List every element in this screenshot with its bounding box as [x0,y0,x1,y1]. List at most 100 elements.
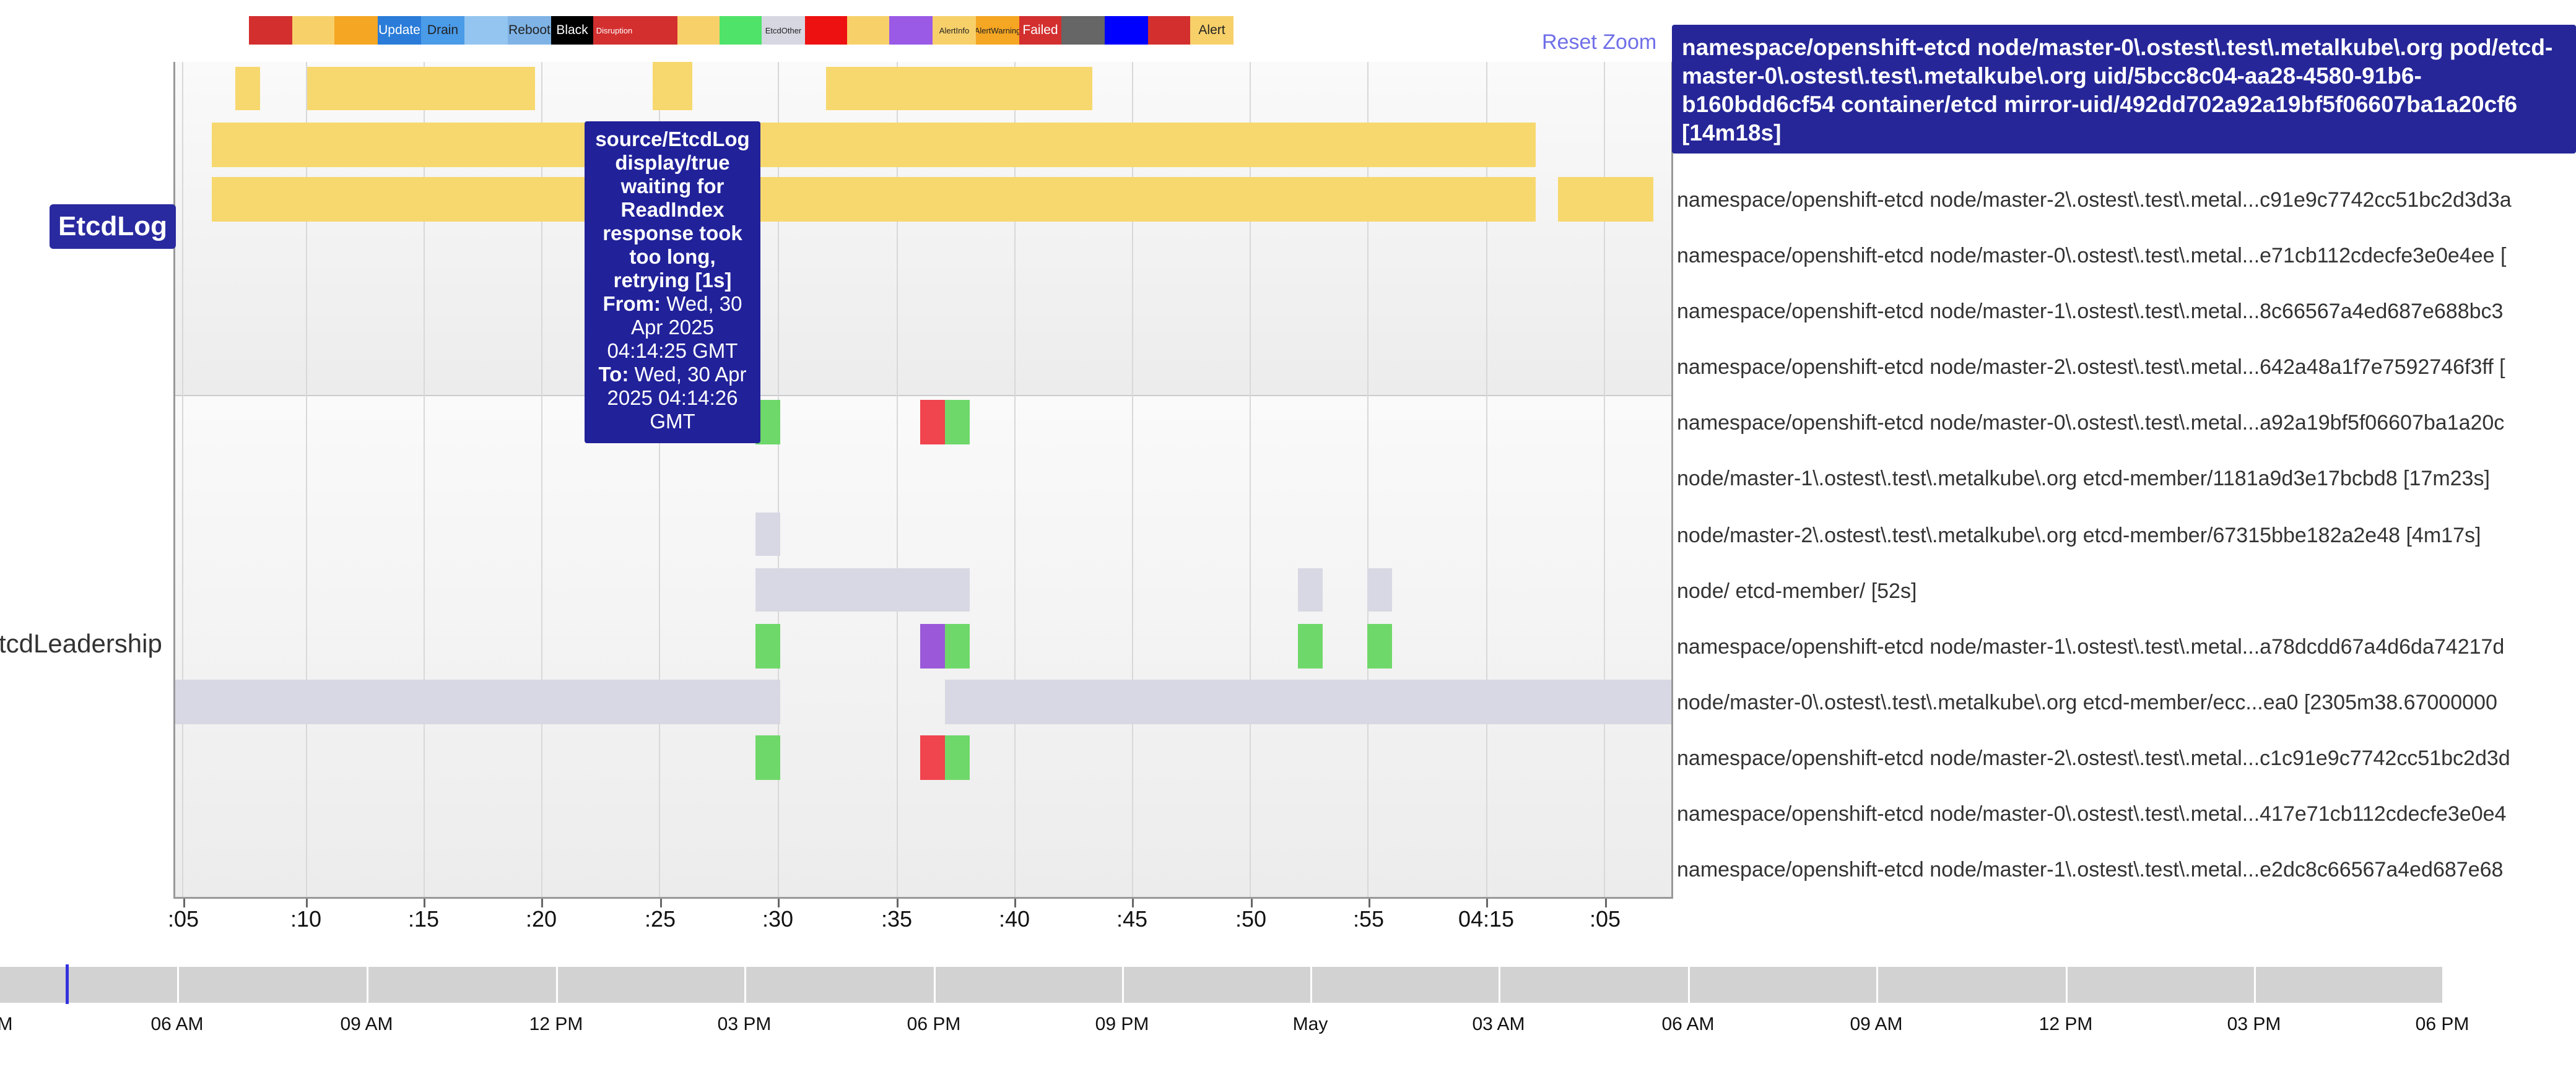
x-tick [778,899,780,907]
legend-item-3[interactable]: Update [378,16,421,45]
event-bar[interactable] [307,67,535,110]
event-bar[interactable] [212,177,1536,222]
legend-item-8[interactable]: Disruption [593,16,635,45]
event-bar[interactable] [1558,177,1653,222]
plot-border-right [1671,62,1673,899]
gridline [1014,62,1016,898]
x-tick-label: :10 [290,906,322,932]
gridline [1250,62,1251,898]
navigator-label: 03 AM [1472,1014,1525,1034]
legend-item-14[interactable] [847,16,889,45]
row-label[interactable]: namespace/openshift-etcd node/master-1\.… [1677,858,2504,881]
tooltip-from-label: From: [603,292,661,315]
event-bar[interactable] [653,62,692,110]
legend-item-2[interactable] [334,16,378,45]
legend-item-17[interactable]: AlertWarning [976,16,1019,45]
navigator-label: 12 PM [529,1014,583,1034]
event-bar[interactable] [755,735,780,780]
event-bar[interactable] [920,624,945,669]
event-bar[interactable] [755,568,970,612]
legend-item-0[interactable] [249,16,292,45]
row-label[interactable]: namespace/openshift-etcd node/master-1\.… [1677,635,2505,659]
x-tick [1251,899,1253,907]
navigator-label: M [0,1014,13,1034]
navigator-label: 06 AM [150,1014,204,1034]
event-bar[interactable] [826,67,1092,110]
x-tick [660,899,662,907]
event-bar[interactable] [945,624,970,669]
navigator-tick [1688,967,1690,1004]
legend-item-6[interactable]: Reboot [508,16,551,45]
navigator-tick [1499,967,1500,1004]
row-label[interactable]: namespace/openshift-etcd node/master-2\.… [1677,355,2505,379]
navigator-handle[interactable] [66,964,69,1004]
row-label[interactable]: namespace/openshift-etcd node/master-2\.… [1677,188,2512,212]
legend-item-5[interactable] [464,16,508,45]
row-label[interactable]: node/master-1\.ostest\.test\.metalkube\.… [1677,467,2490,490]
x-axis [173,897,1673,899]
x-tick-label: :55 [1352,906,1385,932]
gridline [1604,62,1605,898]
row-label[interactable]: namespace/openshift-etcd node/master-1\.… [1677,300,2504,323]
lane-label-leadership: tcdLeadership [0,629,162,658]
event-bar[interactable] [755,624,780,669]
row-label[interactable]: namespace/openshift-etcd node/master-0\.… [1677,411,2505,435]
legend-item-16[interactable]: AlertInfo [933,16,976,45]
x-tick-label: :30 [762,906,794,932]
event-bar[interactable] [1367,568,1392,612]
tooltip-title: source/EtcdLog display/true waiting for … [595,128,750,292]
event-bar[interactable] [920,735,945,780]
row-label[interactable]: namespace/openshift-etcd node/master-0\.… [1677,244,2507,267]
event-bar[interactable] [1298,568,1323,612]
event-bar[interactable] [945,735,970,780]
time-navigator[interactable] [0,967,2442,1003]
legend-item-13[interactable] [805,16,847,45]
event-bar[interactable] [1367,624,1392,669]
legend-item-20[interactable] [1105,16,1148,45]
timeline-plot[interactable] [175,62,1672,898]
x-tick-label: :15 [407,906,440,932]
legend-item-11[interactable] [720,16,762,45]
row-label[interactable]: node/master-2\.ostest\.test\.metalkube\.… [1677,524,2481,547]
navigator-tick [934,967,936,1004]
event-bar[interactable] [235,67,260,110]
row-label[interactable]: namespace/openshift-etcd node/master-2\.… [1677,747,2510,770]
legend-item-15[interactable] [889,16,933,45]
legend-item-9[interactable] [635,16,677,45]
x-tick-label: :20 [525,906,557,932]
legend-item-10[interactable] [677,16,720,45]
legend-item-1[interactable] [292,16,334,45]
row-label[interactable]: namespace/openshift-etcd node/master-0\.… [1677,802,2507,826]
navigator-tick [1876,967,1878,1004]
event-bar[interactable] [1298,624,1323,669]
event-bar[interactable] [175,680,780,724]
tooltip-to: To: Wed, 30 Apr 2025 04:14:26 GMT [590,363,755,433]
x-tick [897,899,899,907]
event-bar[interactable] [755,513,780,556]
event-bar[interactable] [212,123,1536,167]
event-bar[interactable] [945,400,970,444]
legend-item-21[interactable] [1148,16,1190,45]
legend-item-4[interactable]: Drain [421,16,464,45]
x-tick [306,899,308,907]
gridline [1486,62,1487,898]
legend-item-12[interactable]: EtcdOther [762,16,805,45]
legend-item-7[interactable]: Black [551,16,593,45]
x-tick [1368,899,1370,907]
event-bar[interactable] [945,680,1672,724]
navigator-label: 03 PM [717,1014,772,1034]
gridline [897,62,898,898]
reset-zoom-button[interactable]: Reset Zoom [1542,30,1657,54]
event-bar[interactable] [920,400,945,444]
row-label[interactable]: node/master-0\.ostest\.test\.metalkube\.… [1677,691,2497,714]
gridline [1367,62,1368,898]
legend-item-19[interactable] [1061,16,1105,45]
legend-item-22[interactable]: Alert [1190,16,1234,45]
navigator-tick [367,967,368,1004]
legend-item-18[interactable]: Failed [1019,16,1061,45]
navigator-label: 09 PM [1095,1014,1149,1034]
row-label[interactable]: node/ etcd-member/ [52s] [1677,579,1917,603]
x-tick [1605,899,1607,907]
x-tick [1132,899,1134,907]
x-tick-label: :25 [644,906,676,932]
